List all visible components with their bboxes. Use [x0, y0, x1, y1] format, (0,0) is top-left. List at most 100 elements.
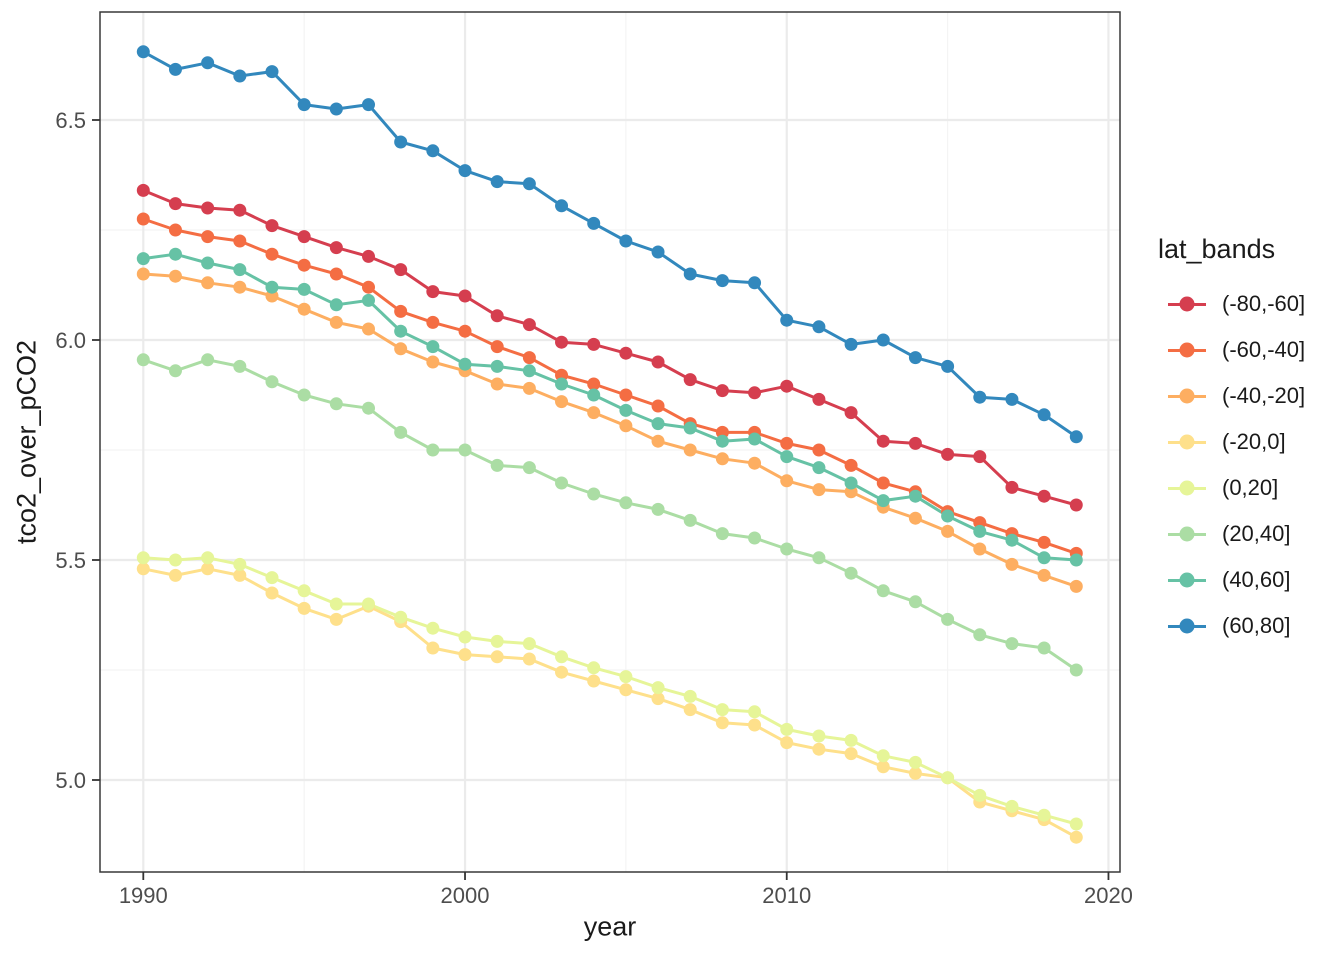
- data-point-(40,60]: [394, 324, 408, 338]
- data-point-(-80,-60]: [329, 241, 343, 255]
- data-point-(-40,-20]: [619, 419, 633, 433]
- data-point-(-60,-40]: [844, 458, 858, 472]
- legend-key-dot: [1179, 342, 1195, 358]
- data-point-(40,60]: [136, 252, 150, 266]
- data-point-(-80,-60]: [136, 183, 150, 197]
- data-point-(60,80]: [233, 69, 247, 83]
- data-point-(0,20]: [973, 788, 987, 802]
- x-tick-label: 2010: [762, 883, 811, 908]
- data-point-(60,80]: [587, 216, 601, 230]
- data-point-(0,20]: [168, 553, 182, 567]
- data-point-(-80,-60]: [362, 249, 376, 263]
- data-point-(60,80]: [136, 45, 150, 59]
- legend-item-label: (-40,-20]: [1222, 383, 1306, 408]
- data-point-(40,60]: [1037, 551, 1051, 565]
- data-point-(-60,-40]: [587, 377, 601, 391]
- data-point-(0,20]: [362, 597, 376, 611]
- data-point-(-60,-40]: [136, 212, 150, 226]
- data-point-(0,20]: [619, 670, 633, 684]
- data-point-(-20,0]: [683, 703, 697, 717]
- x-tick-label: 2020: [1084, 883, 1133, 908]
- data-point-(0,20]: [490, 634, 504, 648]
- legend-key-icon: [1168, 618, 1206, 634]
- data-point-(-40,-20]: [555, 395, 569, 409]
- x-axis-title: year: [583, 911, 637, 942]
- data-point-(40,60]: [362, 293, 376, 307]
- data-point-(20,40]: [233, 359, 247, 373]
- data-point-(40,60]: [908, 489, 922, 503]
- data-point-(0,20]: [201, 551, 215, 565]
- data-point-(-60,-40]: [233, 234, 247, 248]
- data-point-(-80,-60]: [715, 384, 729, 398]
- data-point-(40,60]: [458, 357, 472, 371]
- legend-item: (-20,0]: [1158, 419, 1305, 465]
- data-point-(-40,-20]: [1037, 568, 1051, 582]
- data-point-(60,80]: [201, 56, 215, 70]
- data-point-(60,80]: [651, 245, 665, 259]
- data-point-(20,40]: [844, 566, 858, 580]
- data-point-(-80,-60]: [844, 406, 858, 420]
- data-point-(-20,0]: [619, 683, 633, 697]
- data-point-(-80,-60]: [973, 450, 987, 464]
- data-point-(-60,-40]: [362, 280, 376, 294]
- data-point-(60,80]: [619, 234, 633, 248]
- legend-items: (-80,-60] (-60,-40] (-40,-20] (-20,0] (0,20]…: [1158, 281, 1305, 649]
- data-point-(-80,-60]: [426, 285, 440, 299]
- data-point-(-60,-40]: [329, 267, 343, 281]
- legend-item-label: (-60,-40]: [1222, 337, 1306, 362]
- data-point-(40,60]: [619, 403, 633, 417]
- legend-item: (-60,-40]: [1158, 327, 1305, 373]
- legend-key-icon: [1168, 388, 1206, 404]
- data-point-(-40,-20]: [780, 474, 794, 488]
- data-point-(-80,-60]: [297, 230, 311, 244]
- data-point-(20,40]: [522, 461, 536, 475]
- y-tick-label: 6.0: [55, 328, 86, 353]
- panel-background: [100, 12, 1120, 872]
- data-point-(-40,-20]: [587, 406, 601, 420]
- data-point-(20,40]: [201, 353, 215, 367]
- data-point-(-80,-60]: [1037, 489, 1051, 503]
- legend-item-label: (-80,-60]: [1222, 291, 1306, 316]
- x-tick-label: 1990: [119, 883, 168, 908]
- data-point-(0,20]: [683, 689, 697, 703]
- y-tick-label: 5.0: [55, 768, 86, 793]
- data-point-(-40,-20]: [394, 342, 408, 356]
- data-point-(60,80]: [844, 337, 858, 351]
- data-point-(60,80]: [297, 98, 311, 112]
- data-point-(0,20]: [136, 551, 150, 565]
- legend-key-icon: [1168, 296, 1206, 312]
- data-point-(20,40]: [1069, 663, 1083, 677]
- legend-item: (0,20]: [1158, 465, 1305, 511]
- data-point-(20,40]: [651, 502, 665, 516]
- data-point-(-80,-60]: [233, 203, 247, 217]
- data-point-(-40,-20]: [522, 381, 536, 395]
- data-point-(0,20]: [1037, 808, 1051, 822]
- legend-item: (60,80]: [1158, 603, 1305, 649]
- data-point-(60,80]: [941, 359, 955, 373]
- data-point-(-20,0]: [265, 586, 279, 600]
- data-point-(-40,-20]: [233, 280, 247, 294]
- data-point-(20,40]: [780, 542, 794, 556]
- data-point-(20,40]: [136, 353, 150, 367]
- data-point-(-80,-60]: [908, 436, 922, 450]
- data-point-(40,60]: [683, 421, 697, 435]
- data-point-(-80,-60]: [651, 355, 665, 369]
- data-point-(60,80]: [458, 164, 472, 178]
- data-point-(-60,-40]: [619, 388, 633, 402]
- data-point-(60,80]: [555, 199, 569, 213]
- data-point-(0,20]: [780, 722, 794, 736]
- legend-item: (-40,-20]: [1158, 373, 1305, 419]
- data-point-(20,40]: [908, 595, 922, 609]
- data-point-(-20,0]: [201, 562, 215, 576]
- data-point-(0,20]: [394, 610, 408, 624]
- data-point-(-20,0]: [490, 650, 504, 664]
- x-tick-label: 2000: [441, 883, 490, 908]
- data-point-(-80,-60]: [168, 197, 182, 211]
- data-point-(-20,0]: [168, 568, 182, 582]
- data-point-(-40,-20]: [426, 355, 440, 369]
- data-point-(0,20]: [812, 729, 826, 743]
- legend-item-label: (0,20]: [1222, 475, 1279, 500]
- data-point-(40,60]: [233, 263, 247, 277]
- data-point-(60,80]: [715, 274, 729, 288]
